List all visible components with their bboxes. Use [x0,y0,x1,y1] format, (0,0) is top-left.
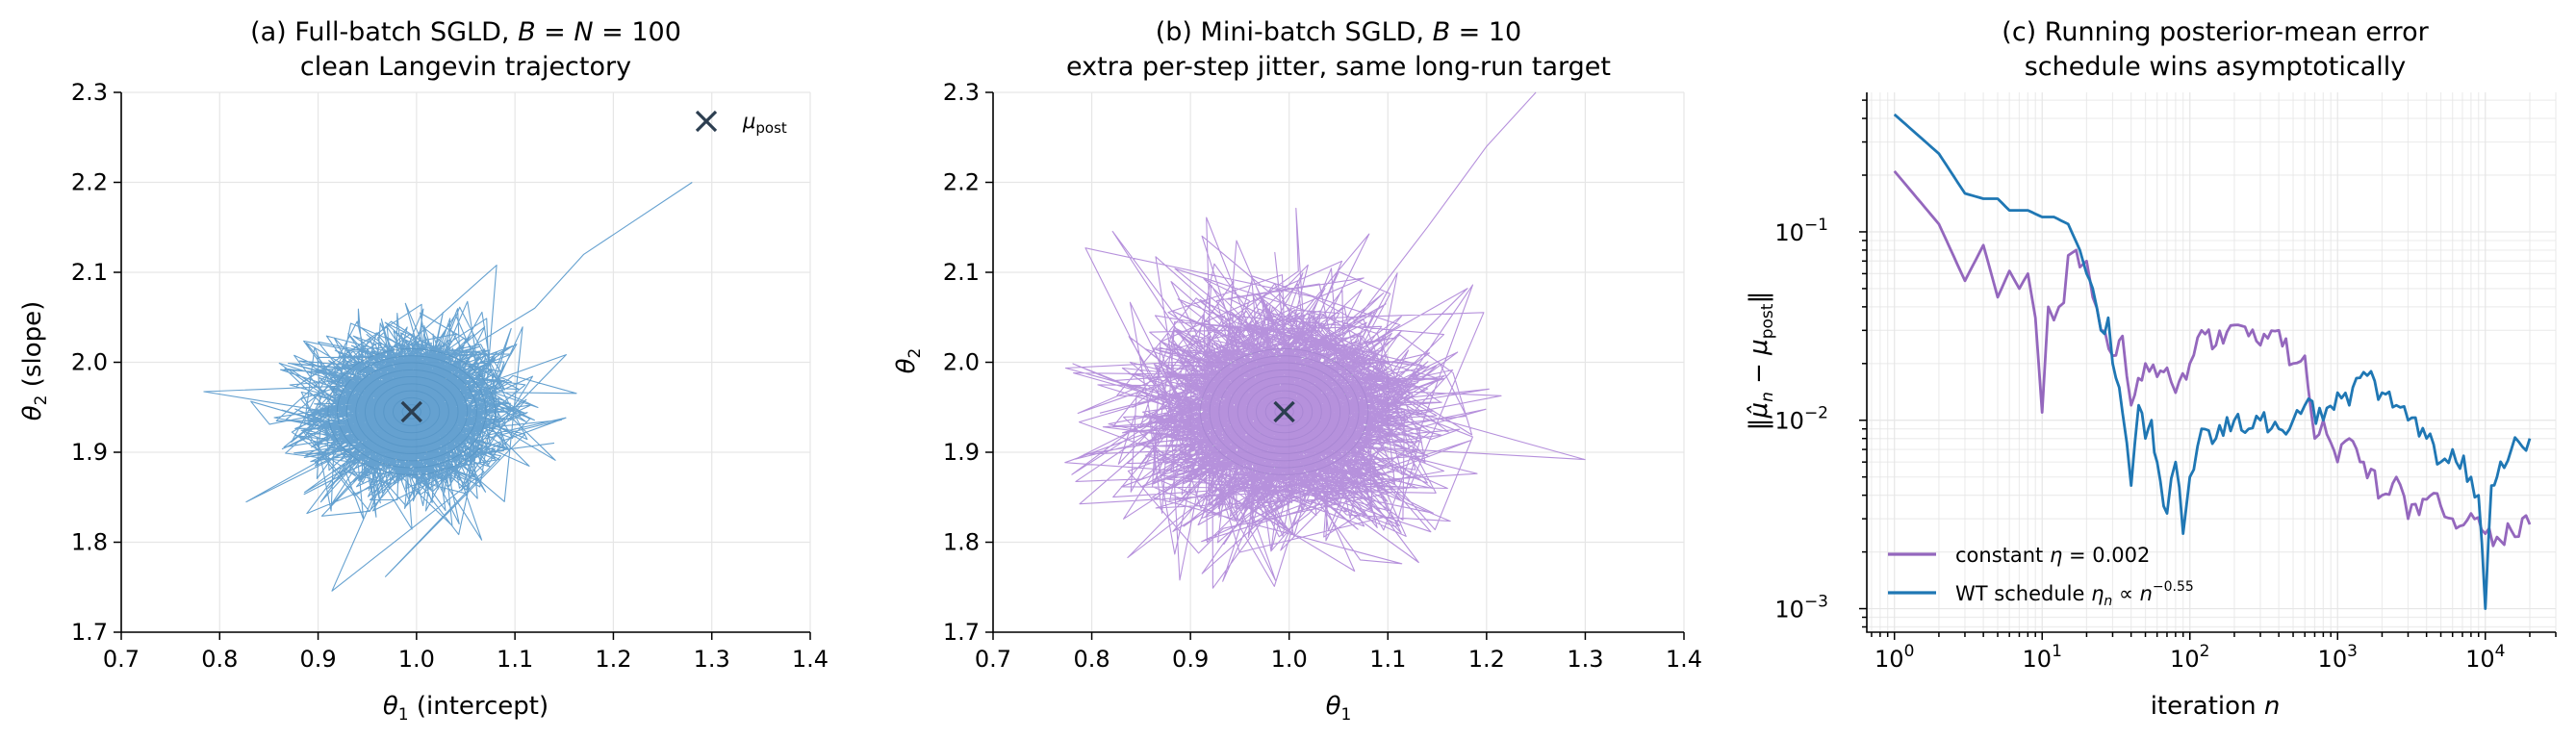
x-tick-label: 1.3 [1567,646,1603,673]
panel-c-legend: constant η = 0.002 WT schedule ηn ∝ n−0.… [1888,544,2194,609]
x-tick-label: 0.9 [299,646,336,673]
x-tick-label: 1.3 [694,646,730,673]
panel-c-title-line2: schedule wins asymptotically [2025,52,2407,82]
panel-c-grid [1867,92,2557,632]
panel-c-series [1893,113,2532,610]
y-tick-label: 2.3 [71,79,108,106]
panel-a-xlabel: θ1 (intercept) [383,692,548,725]
y-tick-label: 2.2 [943,169,980,196]
x-tick-label: 1.2 [595,646,631,673]
series-line-constant [1893,169,2532,548]
panel-c-ylabel: ‖μ̂n − μpost‖ [1745,292,1777,431]
x-tick-label: 0.9 [1172,646,1209,673]
x-tick-label: 101 [2023,642,2062,673]
panel-a: (a) Full-batch SGLD, B = N = 100 clean L… [18,17,829,725]
x-tick-label: 1.0 [1271,646,1308,673]
x-tick-label: 1.2 [1468,646,1505,673]
panel-c-axes: 100 101 102 103 104 10−3 10−2 10−1 [1774,92,2557,673]
panel-b-title-line1: (b) Mini-batch SGLD, B = 10 [1156,17,1522,47]
panel-a-legend: μpost [695,110,787,137]
y-tick-label: 1.7 [71,619,108,646]
y-tick-label: 2.0 [71,349,108,376]
x-tick-label: 1.4 [792,646,829,673]
x-tick-label: 0.7 [103,646,140,673]
series-line-wt-schedule [1893,113,2532,610]
panel-c-xlabel: iteration n [2151,692,2281,721]
panel-c-title-line1: (c) Running posterior-mean error [2002,17,2429,47]
x-tick-label: 1.1 [497,646,533,673]
panel-a-title-line1: (a) Full-batch SGLD, B = N = 100 [250,17,681,47]
panel-a-axes: 0.7 0.8 0.9 1.0 1.1 1.2 1.3 1.4 1.7 1.8 1.9 2.0 2.1 2… [71,79,829,673]
panel-c: (c) Running posterior-mean error schedul… [1745,17,2557,721]
y-tick-label: 1.9 [943,439,980,466]
posterior-mean-x-icon [400,400,422,423]
x-tick-label: 1.4 [1666,646,1702,673]
x-tick-label: 0.8 [201,646,238,673]
sgld-trace-path [203,182,693,592]
y-tick-label: 2.3 [943,79,980,106]
sgld-trace-path [1064,91,1586,589]
axis-spine [120,92,810,633]
panel-b-trace [1064,91,1586,589]
x-tick-label: 0.8 [1073,646,1109,673]
axis-spine [1866,92,2556,633]
y-tick-label: 1.7 [943,619,980,646]
panel-b-ylabel: θ2 [892,348,925,374]
x-tick-label: 103 [2318,642,2358,673]
legend-x-marker-icon [695,110,718,133]
x-tick-label: 102 [2170,642,2209,673]
legend-label-wt-schedule: WT schedule ηn ∝ n−0.55 [1955,579,2194,609]
x-tick-label: 1.0 [398,646,435,673]
panel-b-axes: 0.7 0.8 0.9 1.0 1.1 1.2 1.3 1.4 1.7 1.8 1.9 2.0 2.1 2… [943,79,1702,673]
y-tick-label: 2.2 [71,169,108,196]
y-tick-label: 2.1 [943,259,980,286]
x-tick-label: 104 [2465,642,2505,673]
legend-label-constant: constant η = 0.002 [1955,544,2150,567]
y-tick-label: 10−1 [1774,216,1828,246]
panel-a-grid [120,91,811,633]
panel-a-trace [203,182,693,592]
posterior-mean-x-icon [1273,400,1295,423]
panel-a-ylabel: θ2 (slope) [18,301,51,420]
x-tick-label: 1.1 [1369,646,1406,673]
legend-label-mu-post: μpost [742,110,787,137]
y-tick-label: 10−3 [1774,593,1828,624]
y-tick-label: 1.8 [71,529,108,556]
panel-a-posterior-mean-marker [400,400,422,423]
y-tick-label: 2.1 [71,259,108,286]
panel-b-posterior-mean-marker [1273,400,1295,423]
panel-b-xlabel: θ1 [1326,692,1352,725]
x-tick-label: 100 [1875,642,1914,673]
y-tick-label: 1.8 [943,529,980,556]
panel-a-title-line2: clean Langevin trajectory [300,52,631,82]
y-tick-label: 10−2 [1774,404,1828,435]
panel-b: (b) Mini-batch SGLD, B = 10 extra per-st… [892,17,1702,725]
y-tick-label: 2.0 [943,349,980,376]
x-tick-label: 0.7 [975,646,1011,673]
panel-b-title-line2: extra per-step jitter, same long-run tar… [1066,52,1611,82]
axis-spine [992,92,1684,633]
y-tick-label: 1.9 [71,439,108,466]
